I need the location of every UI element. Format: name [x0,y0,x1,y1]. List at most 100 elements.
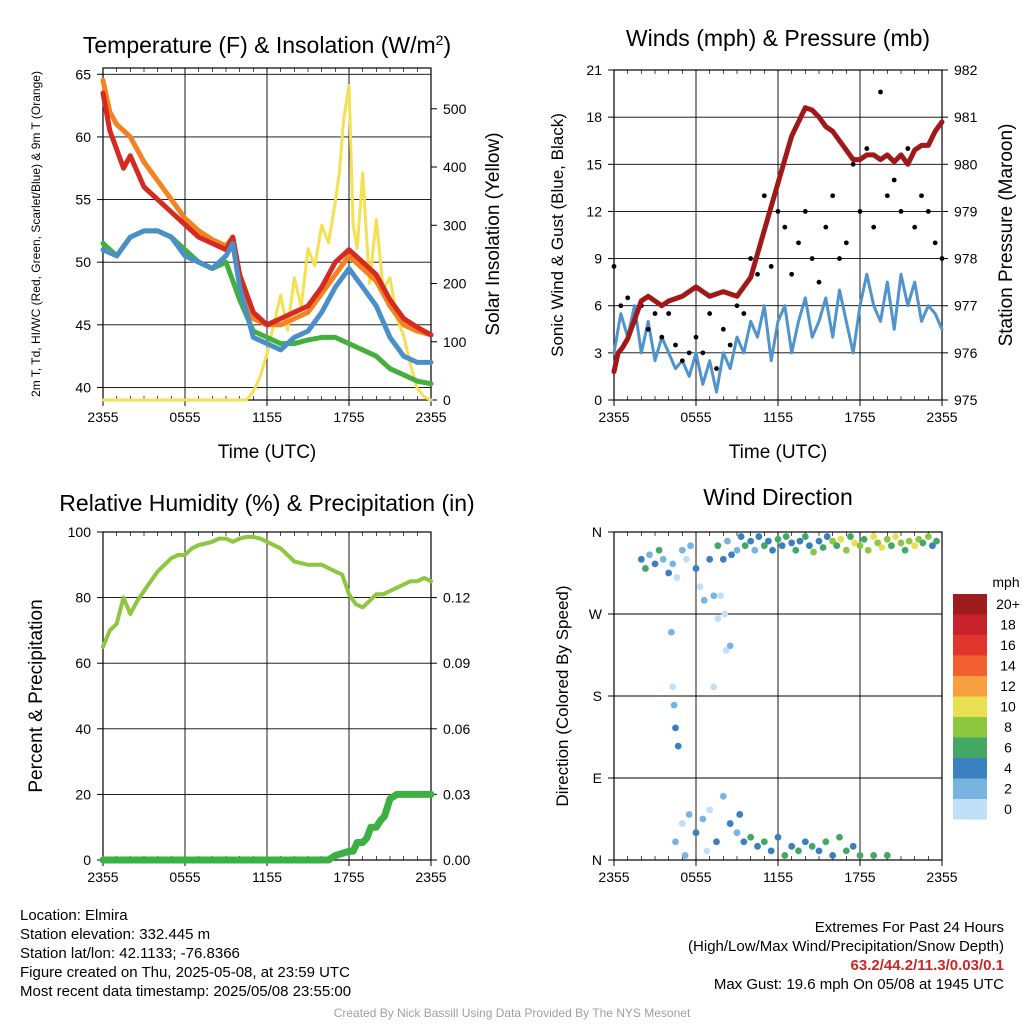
colorbar-label: 18 [1000,617,1016,633]
colorbar-swatch [953,778,987,799]
direction-point [751,546,759,554]
humidity-panel: Relative Humidity (%) & Precipitation (i… [26,490,475,885]
humidity-xtick-label: 2355 [415,869,446,885]
direction-point [710,592,718,600]
temperature-panel: Temperature (F) & Insolation (W/m2)2355 0… [29,32,504,463]
gust-point [871,224,877,230]
gust-point [775,209,781,214]
direction-point [829,537,837,545]
direction-xtick-label: 2355 [926,869,957,885]
direction-point [823,533,831,540]
gust-point [768,264,774,269]
direction-point [724,537,731,545]
colorbar-swatch [953,676,987,697]
direction-point [696,583,704,591]
gust-point [837,256,842,261]
winds-ylabel: Sonic Wind & Gust (Blue, Black) [548,113,567,357]
precipitation-ytick-right-label: 0.12 [443,590,470,606]
gust-point [912,224,918,230]
colorbar-label: 4 [1004,760,1012,776]
winds-xtick-label: 0555 [680,409,711,425]
direction-point [699,815,707,823]
colorbar-label: 8 [1004,719,1012,735]
humidity-ytick-label: 100 [68,524,92,540]
direction-ytick-label: N [592,524,602,540]
direction-point [878,544,886,551]
humidity-ytick-label: 60 [75,655,91,671]
temperature-ytick-label: 45 [75,317,91,333]
max-gust: Max Gust: 19.6 mph On 05/08 at 1945 UTC [713,976,1004,993]
direction-point [792,546,800,554]
insolation-ytick-right-label: 400 [443,159,467,175]
direction-xtick-label: 1155 [763,869,793,885]
direction-point [747,833,755,841]
direction-point [733,829,741,837]
extremes-values: 63.2/44.2/11.3/0.03/0.1 [850,957,1004,974]
direction-point [670,701,678,709]
direction-point [849,842,857,850]
winds-xlabel: Time (UTC) [729,442,828,463]
colorbar-swatch [953,696,987,717]
winds-xtick-label: 2355 [926,409,957,425]
temperature-ytick-label: 40 [75,379,91,395]
gust-point [707,311,713,316]
direction-point [719,555,727,563]
gust-point [679,358,685,364]
colorbar-label: 6 [1004,740,1012,756]
gust-point [796,240,801,246]
humidity-ytick-label: 20 [75,786,91,802]
gust-point [857,209,863,214]
gust-point [666,311,672,316]
gust-point [741,311,747,316]
gust-point [734,303,740,309]
direction-point [919,539,927,547]
winds-ytick-label: 3 [594,345,602,361]
direction-point [637,555,645,563]
direction-point [747,537,755,545]
direction-point [842,847,850,855]
direction-point [883,852,891,859]
direction-point [810,548,817,556]
colorbar-label: 10 [1000,699,1016,715]
gust-point [891,177,897,183]
temperature-xtick-label: 2355 [87,409,118,425]
extremes-title: Extremes For Past 24 Hours [814,919,1004,936]
direction-point [806,542,813,550]
humidity-ylabel: Percent & Precipitation [26,599,47,792]
direction-point [801,838,809,846]
direction-point [842,546,850,554]
gust-point [932,240,938,246]
station-info: Location: Elmira Station elevation: 332.… [20,906,351,1001]
direction-point [700,596,708,604]
winds-ytick-label: 6 [594,298,602,314]
insolation-ytick-right-label: 100 [443,334,467,350]
most-recent-timestamp: Most recent data timestamp: 2025/05/08 2… [20,983,352,1000]
direction-point [911,542,919,550]
pressure-ytick-right-label: 975 [954,392,978,408]
direction-ytick-label: E [593,770,602,786]
insolation-ytick-right-label: 500 [443,101,467,117]
direction-point [713,838,720,846]
direction-point [706,806,714,814]
direction-point [796,537,804,545]
direction-point [905,537,913,545]
direction-point [683,555,690,563]
direction-point [924,533,932,540]
direction-point [740,838,748,846]
humidity-ytick-label: 0 [83,852,91,868]
direction-ytick-label: N [592,852,602,868]
direction-point [721,610,729,618]
direction-point [819,544,827,551]
colorbar-label: 20+ [996,596,1020,612]
colorbar-swatch [953,737,987,758]
direction-xtick-label: 2355 [598,869,629,885]
direction-point [672,838,679,846]
colorbar-label: 16 [1000,637,1016,653]
direction-point [767,847,775,855]
direction-point [765,537,772,545]
direction-point [870,852,878,859]
gust-point [611,264,617,269]
insolation-ylabel: Solar Insolation (Yellow) [483,132,504,335]
direction-point [781,852,789,859]
